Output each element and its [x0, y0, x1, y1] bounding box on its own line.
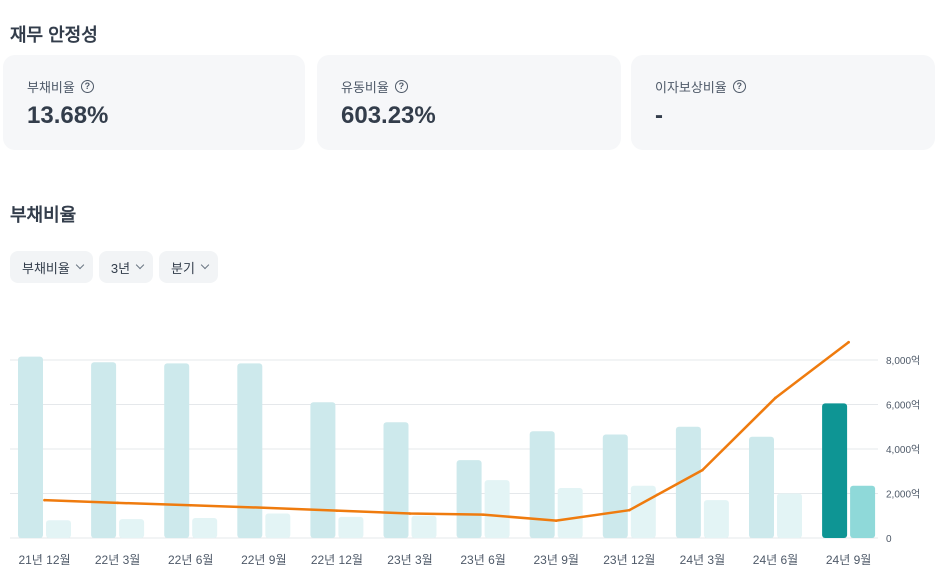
bar-series-1: [18, 356, 43, 538]
chevron-down-icon: [75, 260, 85, 270]
bar-series-2: [484, 480, 510, 538]
y-tick-label: 8,000억: [886, 355, 920, 367]
help-circle-icon[interactable]: ?: [732, 80, 746, 93]
card-label: 이자보상비율: [655, 80, 727, 95]
dropdown-label: 3년: [110, 260, 131, 276]
bar-series-1: [91, 362, 117, 538]
x-tick-label: 23년 9월: [533, 553, 578, 567]
x-tick-label: 24년 3월: [680, 553, 725, 567]
bar-series-1: [749, 436, 774, 538]
bar-series-2: [777, 493, 802, 538]
line-point: [262, 506, 266, 510]
bar-series-1: [456, 460, 482, 538]
line-point: [189, 503, 192, 507]
dropdown-label: 분기: [171, 260, 195, 276]
bar-series-2: [850, 485, 876, 538]
line-point: [408, 512, 412, 515]
x-tick-label: 22년 9월: [241, 553, 286, 567]
x-tick-label: 22년 6월: [168, 553, 213, 567]
card-debt-ratio: 부채비율 ? 13.68%: [3, 55, 305, 150]
interval-dropdown[interactable]: 분기: [159, 251, 218, 283]
card-value: 603.23%: [341, 102, 436, 129]
line-point: [774, 396, 777, 400]
metric-dropdown[interactable]: 부채비율: [10, 251, 93, 283]
card-label: 부채비율: [27, 80, 75, 95]
bar-series-1: [602, 434, 628, 538]
bar-series-1: [822, 403, 848, 538]
bar-series-1: [383, 422, 409, 538]
card-current-ratio: 유동비율 ? 603.23%: [317, 55, 621, 150]
x-tick-label: 23년 6월: [460, 553, 505, 567]
line-point: [628, 508, 631, 512]
bar-series-2: [265, 513, 291, 538]
filter-bar: 부채비율 3년 분기: [10, 251, 218, 283]
bar-series-2: [557, 487, 583, 538]
y-tick-label: 6,000억: [886, 400, 920, 412]
bar-series-2: [630, 485, 656, 538]
bar-series-2: [338, 516, 364, 538]
section-title-financial-stability: 재무 안정성: [10, 25, 98, 45]
line-point: [701, 468, 704, 472]
bar-series-2: [703, 500, 729, 538]
bar-series-1: [237, 363, 263, 538]
bar-series-2: [46, 520, 71, 538]
x-tick-label: 22년 12월: [311, 553, 363, 567]
bar-series-2: [119, 519, 145, 538]
bar-series-1: [164, 363, 190, 538]
line-point: [554, 519, 558, 522]
bar-series-2: [192, 517, 218, 538]
card-label: 유동비율: [341, 80, 389, 95]
x-tick-label: 21년 12월: [18, 553, 70, 567]
bar-series-1: [310, 402, 336, 538]
line-point: [847, 340, 850, 344]
y-tick-label: 4,000억: [886, 444, 920, 456]
card-value: 13.68%: [27, 102, 109, 129]
line-point: [43, 498, 46, 502]
help-circle-icon[interactable]: ?: [394, 80, 408, 93]
y-tick-label: 2,000억: [886, 489, 920, 501]
card-value: -: [655, 102, 663, 129]
section-title-debt-ratio: 부채비율: [10, 205, 77, 225]
chevron-down-icon: [200, 260, 210, 270]
help-circle-icon[interactable]: ?: [80, 80, 94, 93]
chevron-down-icon: [135, 260, 145, 270]
bar-series-1: [529, 431, 555, 538]
bar-series-2: [411, 515, 437, 538]
debt-ratio-chart: 0 2,000억 4,000억 6,000억 8,000억 21년 12월 22년 3월 22…: [10, 340, 920, 567]
line-point: [116, 501, 119, 505]
x-tick-label: 22년 3월: [95, 553, 140, 567]
x-tick-label: 24년 6월: [753, 553, 798, 567]
dropdown-label: 부채비율: [22, 260, 70, 276]
period-dropdown[interactable]: 3년: [98, 251, 154, 283]
bar-series-1: [675, 426, 701, 538]
x-tick-label: 23년 12월: [603, 553, 655, 567]
line-point: [481, 513, 485, 516]
line-series: [43, 340, 850, 522]
x-tick-label: 24년 9월: [826, 553, 871, 567]
y-tick-label: 0: [886, 534, 892, 545]
card-interest-coverage: 이자보상비율 ? -: [631, 55, 935, 150]
x-tick-label: 23년 3월: [387, 553, 432, 567]
line-point: [335, 509, 339, 512]
